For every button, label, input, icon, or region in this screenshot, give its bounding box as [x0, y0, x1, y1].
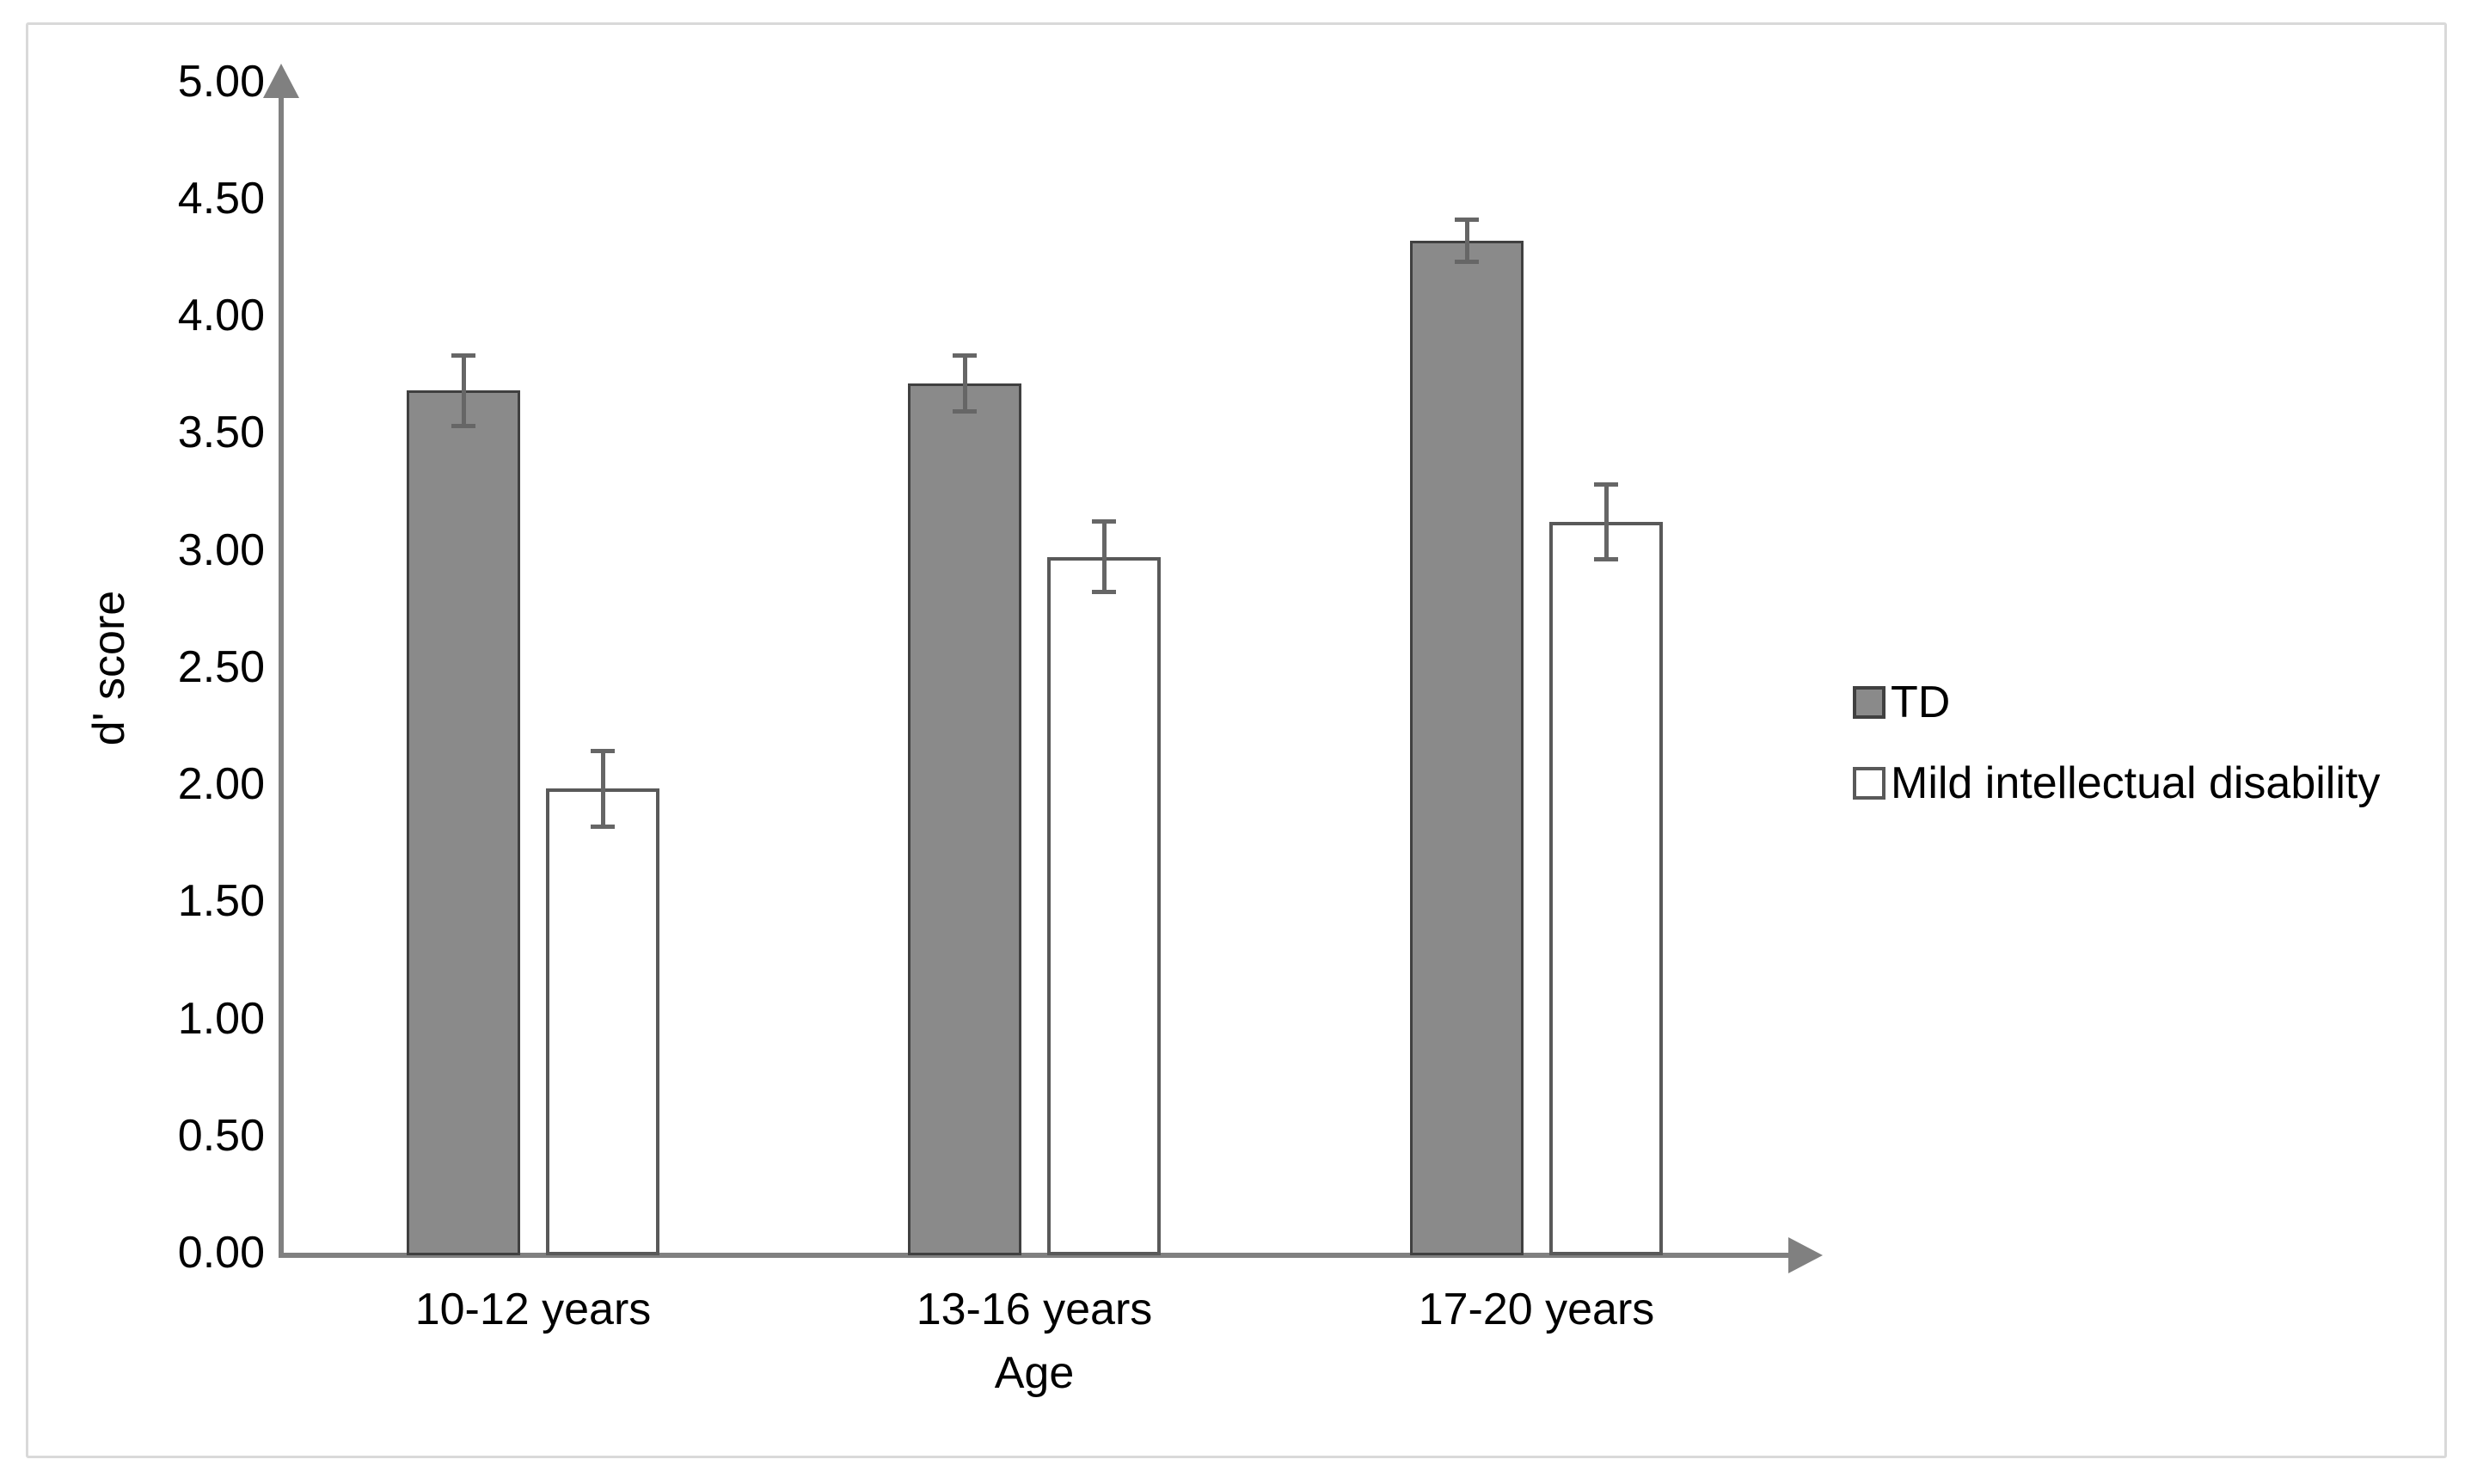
x-tick-label: 17-20 years — [1418, 1285, 1655, 1334]
bar-mid-10-12-years — [546, 788, 659, 1255]
bar-td-17-20-years — [1410, 240, 1524, 1255]
y-tick-label: 3.00 — [177, 524, 265, 575]
error-bar-cap-top — [1092, 519, 1116, 524]
error-bar-cap-bottom — [1092, 590, 1116, 595]
y-tick-label: 4.00 — [177, 291, 265, 340]
error-bar-line — [1464, 219, 1469, 262]
error-bar-cap-bottom — [1455, 259, 1479, 264]
y-axis-arrow-icon — [263, 64, 299, 98]
error-bar-cap-top — [591, 749, 615, 754]
bar-mid-17-20-years — [1549, 521, 1663, 1255]
y-tick-label: 1.50 — [177, 876, 265, 927]
legend-label-mild-intellectual-disability: Mild intellectual disability — [1891, 758, 2381, 808]
error-bar-line — [600, 751, 605, 827]
y-tick-label: 4.50 — [177, 173, 265, 224]
error-bar-line — [1101, 521, 1107, 592]
error-bar-line — [1603, 484, 1609, 560]
error-bar-line — [461, 355, 466, 426]
x-tick-label: 13-16 years — [916, 1285, 1153, 1334]
y-tick-label: 3.50 — [177, 408, 265, 458]
error-bar-cap-top — [1594, 481, 1618, 487]
legend-swatch-td-icon — [1853, 686, 1885, 719]
legend: TD Mild intellectual disability — [1853, 674, 2380, 836]
x-axis-title: Age — [994, 1348, 1075, 1398]
y-tick-label: 2.50 — [177, 641, 265, 692]
y-tick-label: 0.00 — [177, 1228, 265, 1278]
legend-item-td: TD — [1853, 674, 2380, 731]
error-bar-cap-top — [1455, 217, 1479, 222]
error-bar-cap-bottom — [1594, 556, 1618, 561]
error-bar-cap-bottom — [591, 824, 615, 829]
y-tick-label: 1.00 — [177, 993, 265, 1044]
error-bar-cap-top — [953, 353, 977, 358]
bar-td-10-12-years — [407, 390, 520, 1255]
y-tick-label: 5.00 — [177, 56, 265, 107]
x-tick-label: 10-12 years — [414, 1285, 652, 1334]
error-bar-cap-top — [451, 353, 475, 358]
x-axis-line — [279, 1253, 1790, 1258]
legend-item-mild-intellectual-disability: Mild intellectual disability — [1853, 755, 2380, 812]
y-tick-label: 0.50 — [177, 1110, 265, 1161]
legend-swatch-mild-intellectual-disability-icon — [1853, 767, 1885, 800]
y-axis-line — [279, 93, 284, 1258]
error-bar-cap-bottom — [451, 423, 475, 428]
error-bar-cap-bottom — [953, 409, 977, 414]
x-axis-arrow-icon — [1788, 1237, 1823, 1273]
bar-td-13-16-years — [908, 383, 1021, 1255]
error-bar-line — [962, 355, 967, 412]
y-tick-label: 2.00 — [177, 759, 265, 809]
bar-mid-13-16-years — [1047, 556, 1161, 1255]
legend-label-td: TD — [1891, 678, 1951, 727]
